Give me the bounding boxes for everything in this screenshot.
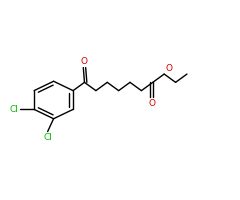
Text: O: O — [81, 57, 88, 66]
Text: O: O — [148, 99, 155, 108]
Text: Cl: Cl — [10, 105, 19, 114]
Text: O: O — [165, 64, 172, 73]
Text: Cl: Cl — [43, 133, 52, 142]
